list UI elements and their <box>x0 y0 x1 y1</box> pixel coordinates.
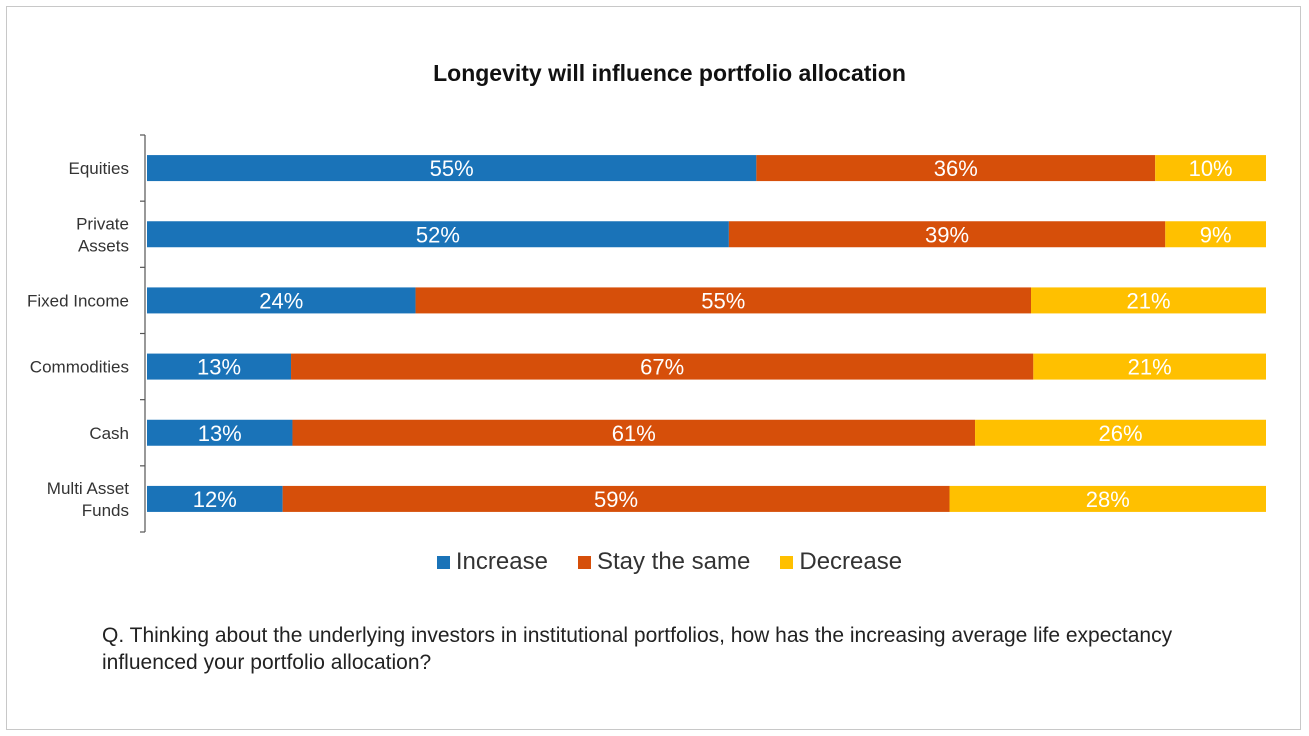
bar-value-label: 28% <box>1086 487 1130 512</box>
bar-stay-the-same <box>291 353 1034 380</box>
legend-label-decrease: Decrease <box>799 548 903 575</box>
legend-item-increase: Increase <box>436 548 548 576</box>
category-label-line: Funds <box>82 501 129 520</box>
category-label: Commodities <box>30 358 129 377</box>
chart-legend: Increase Stay the same Decrease <box>0 548 1309 576</box>
category-label: Multi Asset Funds <box>47 479 129 520</box>
category-label-line: Private <box>76 214 129 233</box>
legend-label-stay-the-same: Stay the same <box>596 548 751 575</box>
survey-question: Q. Thinking about the underlying investo… <box>102 624 1173 674</box>
category-label-line: Multi Asset <box>47 479 129 498</box>
category-label-line: Cash <box>89 424 129 443</box>
bar-value-label: 21% <box>1128 355 1172 380</box>
bar-value-label: 26% <box>1099 421 1143 446</box>
bar-increase <box>147 353 292 380</box>
legend-swatch-decrease <box>780 555 794 569</box>
category-label-line: Commodities <box>30 358 129 377</box>
bar-decrease <box>1165 221 1266 248</box>
bar-increase <box>147 155 757 182</box>
category-label-line: Fixed Income <box>27 291 129 310</box>
bar-increase <box>147 419 293 446</box>
bar-increase <box>147 221 729 248</box>
legend-item-decrease: Decrease <box>780 548 902 576</box>
bar-value-label: 24% <box>259 288 303 313</box>
bar-stay-the-same <box>292 419 976 446</box>
bar-stay-the-same <box>756 155 1156 182</box>
bar-value-label: 52% <box>416 222 460 247</box>
bar-value-label: 13% <box>197 355 241 380</box>
bar-increase <box>147 287 416 314</box>
category-label-line: Assets <box>78 236 129 255</box>
bar-value-label: 10% <box>1189 156 1233 181</box>
legend-label-increase: Increase <box>455 548 548 575</box>
bar-value-label: 9% <box>1200 222 1232 247</box>
bar-decrease <box>1033 353 1266 380</box>
bar-value-label: 55% <box>430 156 474 181</box>
legend-swatch-increase <box>436 555 450 569</box>
bar-decrease <box>949 485 1266 512</box>
bar-value-label: 39% <box>925 222 969 247</box>
legend-swatch-stay-the-same <box>577 555 591 569</box>
bar-stay-the-same <box>282 485 950 512</box>
bar-decrease <box>975 419 1266 446</box>
bar-value-label: 12% <box>193 487 237 512</box>
bar-value-label: 67% <box>640 355 684 380</box>
bar-value-label: 55% <box>701 288 745 313</box>
category-label: Cash <box>89 424 129 443</box>
category-label: Private Assets <box>76 214 129 255</box>
bar-increase <box>147 485 283 512</box>
bar-value-label: 21% <box>1126 288 1170 313</box>
legend-item-stay-the-same: Stay the same <box>577 548 751 576</box>
bar-decrease <box>1155 155 1266 182</box>
bar-decrease <box>1031 287 1266 314</box>
category-label: Equities <box>69 159 129 178</box>
category-label: Fixed Income <box>27 291 129 310</box>
bar-value-label: 59% <box>594 487 638 512</box>
bar-stay-the-same <box>728 221 1166 248</box>
bar-stay-the-same <box>415 287 1032 314</box>
category-label-line: Equities <box>69 159 129 178</box>
chart-title: Longevity will influence portfolio alloc… <box>433 60 906 86</box>
bar-value-label: 13% <box>198 421 242 446</box>
bar-value-label: 36% <box>934 156 978 181</box>
bar-value-label: 61% <box>612 421 656 446</box>
